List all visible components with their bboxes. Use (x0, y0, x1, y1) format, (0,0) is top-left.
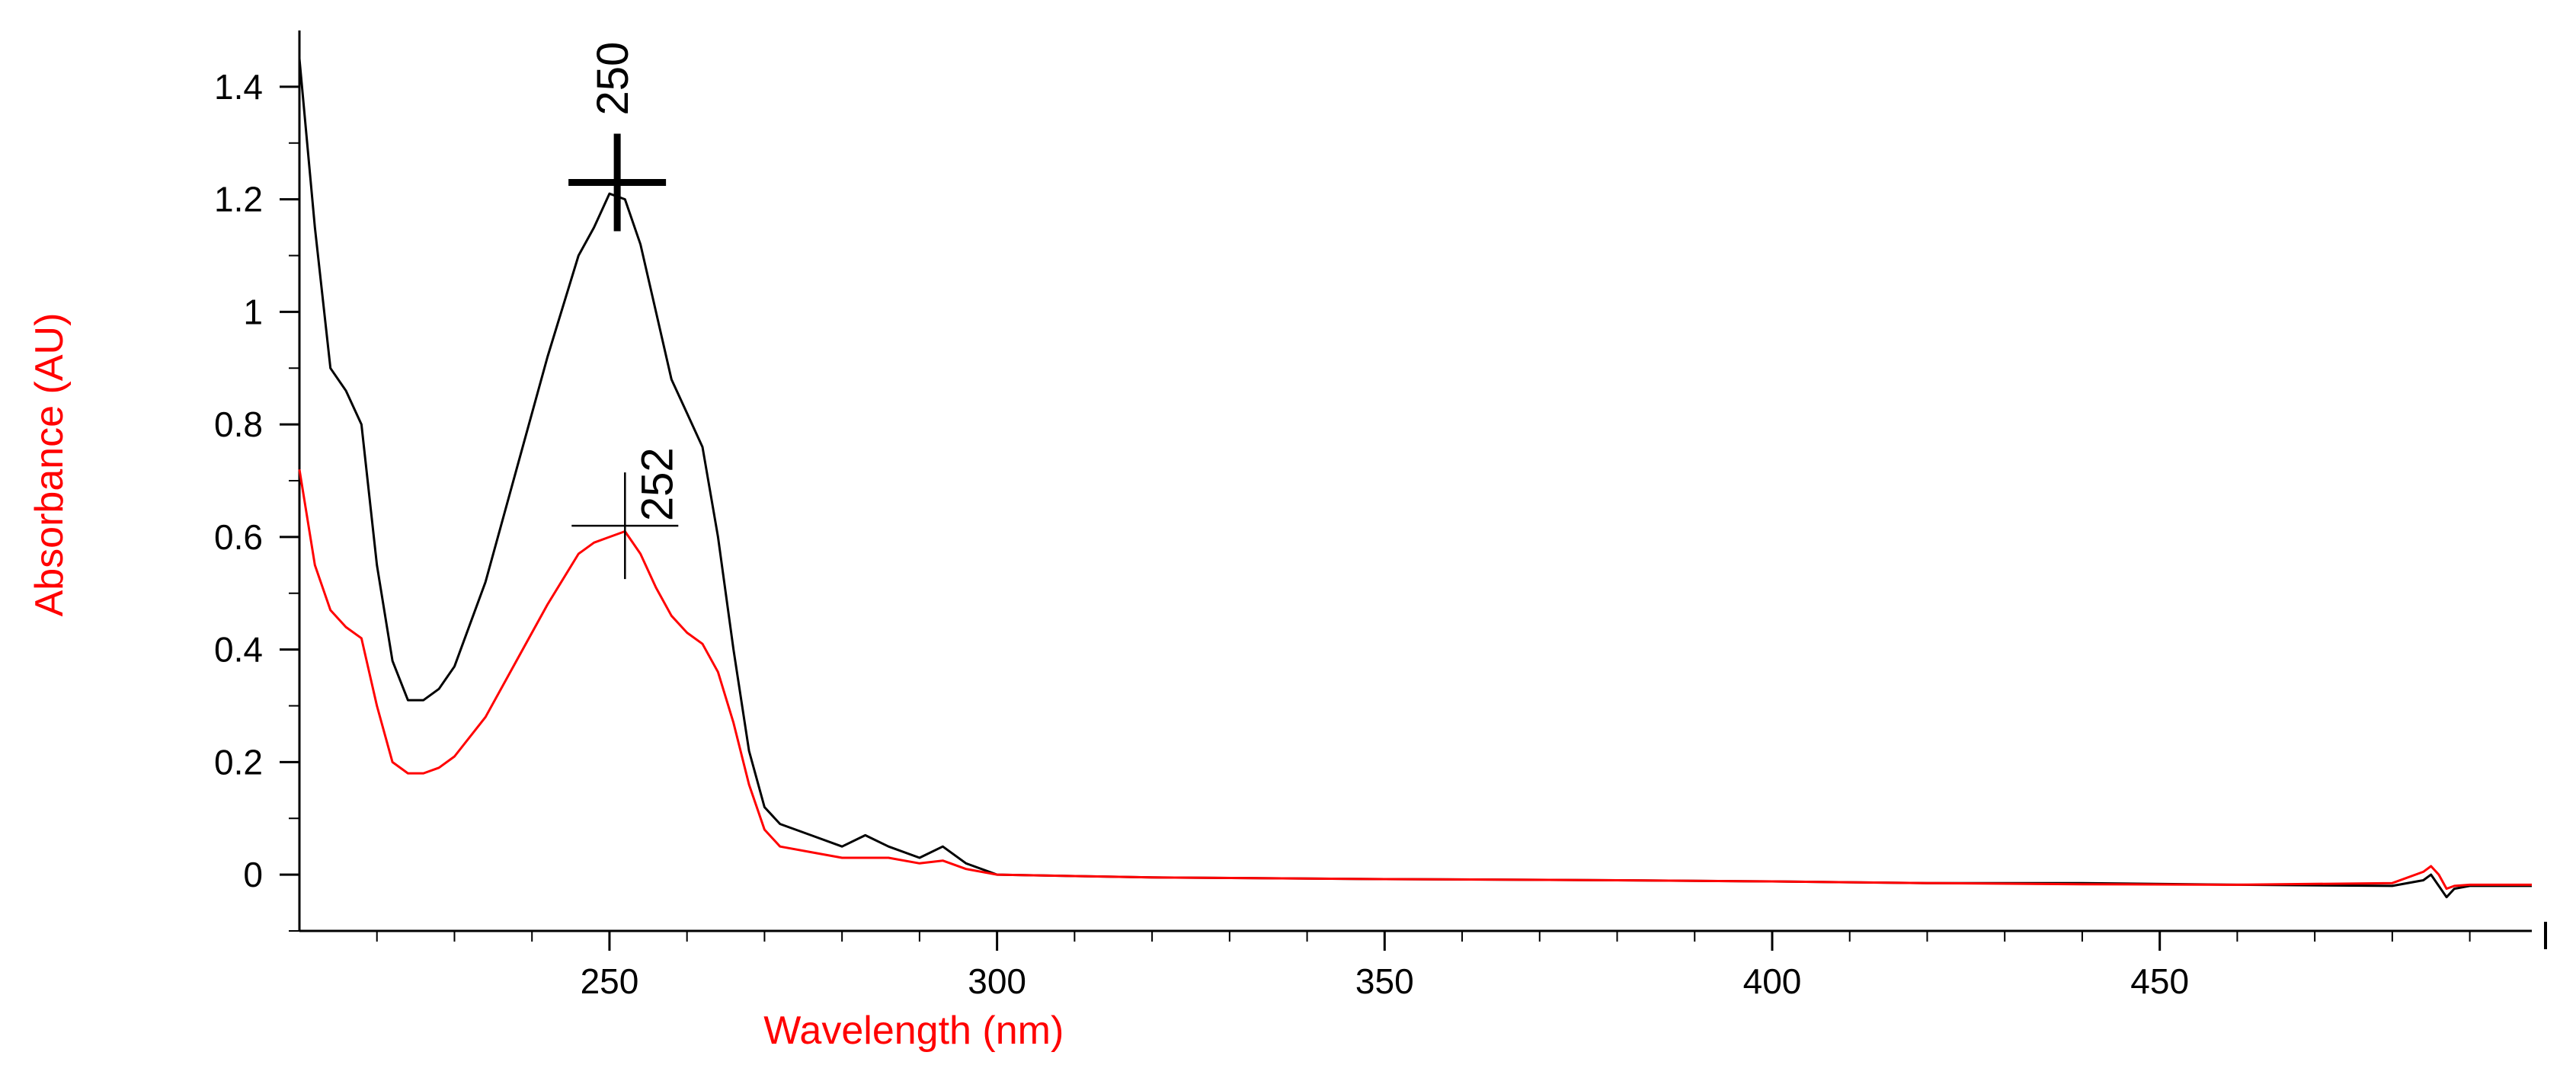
y-tick-label: 0.2 (214, 742, 263, 782)
y-tick-label: 0 (243, 855, 263, 894)
x-tick-label: 450 (2130, 961, 2189, 1001)
series-group (298, 58, 2532, 899)
peak-label: 252 (632, 447, 682, 521)
x-axis-title: Wavelength (nm) (763, 1009, 1064, 1053)
y-tick-label: 1.4 (214, 67, 263, 107)
y-tick-label: 1 (243, 292, 263, 331)
y-tick-label: 0.4 (214, 630, 263, 670)
peak-label: 250 (588, 42, 638, 116)
series-line-red-trace (298, 469, 2532, 891)
y-tick-label: 0.8 (214, 405, 263, 444)
y-tick-label: 1.2 (214, 180, 263, 219)
y-tick-label: 0.6 (214, 517, 263, 557)
x-tick-label: 250 (581, 961, 639, 1001)
ticks: 250 300 350 400 450 0 0.2 0.4 0.6 0.8 1 1.2 1.4 (214, 67, 2471, 1001)
y-axis-title: Absorbance (AU) (27, 313, 72, 617)
x-tick-label: 350 (1355, 961, 1414, 1001)
peak-markers: 250 252 (568, 42, 682, 580)
x-tick-label: 400 (1743, 961, 1802, 1001)
x-tick-label: 300 (968, 961, 1026, 1001)
